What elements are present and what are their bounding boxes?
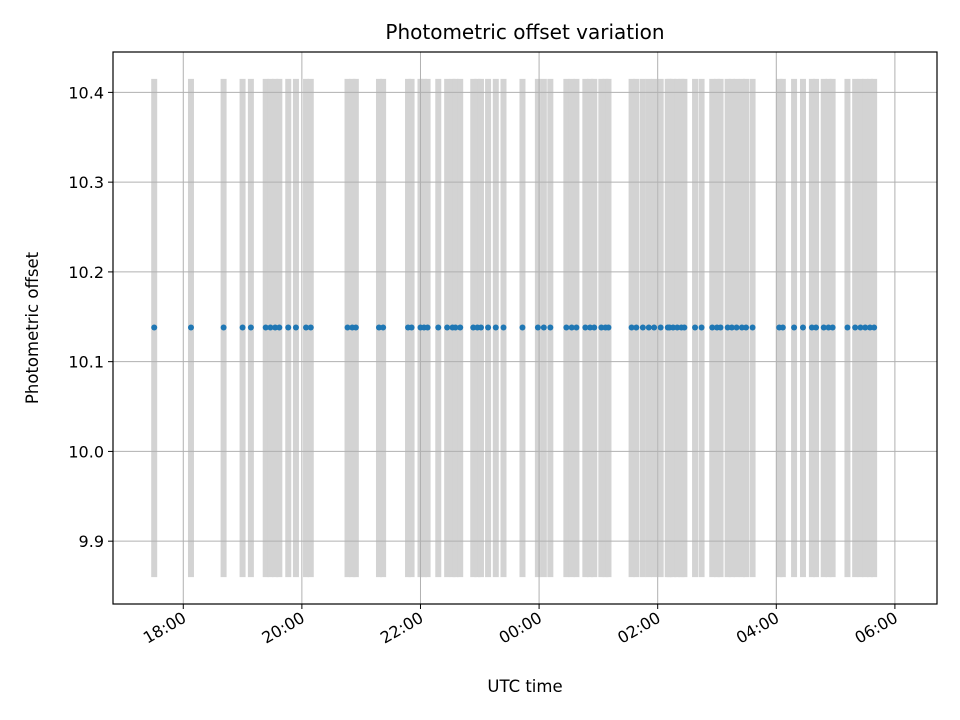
data-point bbox=[220, 324, 227, 331]
data-point bbox=[408, 324, 415, 331]
data-point bbox=[457, 324, 464, 331]
data-point bbox=[724, 324, 731, 331]
data-point bbox=[500, 324, 507, 331]
data-point bbox=[628, 324, 635, 331]
data-point bbox=[547, 324, 554, 331]
error-band-layer bbox=[151, 78, 878, 578]
data-points-layer bbox=[151, 324, 878, 331]
chart-title: Photometric offset variation bbox=[385, 20, 664, 44]
data-point bbox=[247, 324, 254, 331]
y-axis-label: Photometric offset bbox=[23, 251, 42, 404]
data-point bbox=[852, 324, 859, 331]
plot-frame bbox=[112, 51, 938, 605]
data-point bbox=[151, 324, 158, 331]
x-tick-label: 22:00 bbox=[377, 608, 426, 648]
data-point bbox=[435, 324, 442, 331]
data-point bbox=[591, 324, 598, 331]
data-point bbox=[692, 324, 699, 331]
data-point bbox=[709, 324, 716, 331]
data-point bbox=[303, 324, 310, 331]
data-point bbox=[670, 324, 677, 331]
data-point bbox=[492, 324, 499, 331]
data-point bbox=[540, 324, 547, 331]
data-point bbox=[645, 324, 652, 331]
data-point bbox=[743, 324, 750, 331]
data-point bbox=[799, 324, 806, 331]
data-point bbox=[857, 324, 864, 331]
x-tick-label: 02:00 bbox=[614, 608, 663, 648]
data-point bbox=[352, 324, 359, 331]
data-point bbox=[276, 324, 283, 331]
x-tick-label: 20:00 bbox=[258, 608, 307, 648]
data-point bbox=[285, 324, 292, 331]
data-point bbox=[749, 324, 756, 331]
x-tick-label: 18:00 bbox=[140, 608, 189, 648]
data-point bbox=[568, 324, 575, 331]
data-point bbox=[307, 324, 314, 331]
data-point bbox=[825, 324, 832, 331]
data-point bbox=[267, 324, 274, 331]
data-point bbox=[239, 324, 246, 331]
data-point bbox=[573, 324, 580, 331]
data-point bbox=[292, 324, 299, 331]
y-tick-label: 9.9 bbox=[79, 532, 104, 551]
data-point bbox=[820, 324, 827, 331]
data-point bbox=[733, 324, 740, 331]
data-point bbox=[639, 324, 646, 331]
data-point bbox=[717, 324, 724, 331]
data-point bbox=[681, 324, 688, 331]
data-point bbox=[485, 324, 492, 331]
data-point bbox=[344, 324, 351, 331]
data-point bbox=[470, 324, 477, 331]
y-tick-label: 10.4 bbox=[68, 83, 104, 102]
data-point bbox=[866, 324, 873, 331]
data-point bbox=[375, 324, 382, 331]
x-axis: 18:00 20:00 22:00 00:00 02:00 04:00 06:00 bbox=[140, 604, 901, 648]
x-axis-label: UTC time bbox=[487, 677, 562, 696]
data-point bbox=[598, 324, 605, 331]
data-point bbox=[779, 324, 786, 331]
data-point bbox=[698, 324, 705, 331]
data-point bbox=[651, 324, 658, 331]
data-point bbox=[563, 324, 570, 331]
x-tick-label: 00:00 bbox=[496, 608, 545, 648]
data-point bbox=[452, 324, 459, 331]
data-point bbox=[262, 324, 269, 331]
data-point bbox=[862, 324, 869, 331]
y-tick-label: 10.1 bbox=[68, 353, 104, 372]
y-tick-label: 10.2 bbox=[68, 263, 104, 282]
y-tick-label: 10.0 bbox=[68, 442, 104, 461]
data-point bbox=[272, 324, 279, 331]
data-point bbox=[633, 324, 640, 331]
data-point bbox=[582, 324, 589, 331]
data-point bbox=[808, 324, 815, 331]
data-point bbox=[657, 324, 664, 331]
data-point bbox=[477, 324, 484, 331]
data-point bbox=[791, 324, 798, 331]
data-point bbox=[738, 324, 745, 331]
data-point bbox=[424, 324, 431, 331]
data-point bbox=[587, 324, 594, 331]
data-point bbox=[605, 324, 612, 331]
y-axis: 9.9 10.0 10.1 10.2 10.3 10.4 bbox=[68, 83, 113, 551]
x-tick-label: 06:00 bbox=[851, 608, 900, 648]
x-tick-label: 04:00 bbox=[733, 608, 782, 648]
data-point bbox=[534, 324, 541, 331]
y-tick-label: 10.3 bbox=[68, 173, 104, 192]
data-point bbox=[674, 324, 681, 331]
data-point bbox=[844, 324, 851, 331]
data-point bbox=[728, 324, 735, 331]
data-point bbox=[871, 324, 878, 331]
data-point bbox=[519, 324, 526, 331]
data-point bbox=[187, 324, 194, 331]
data-point bbox=[380, 324, 387, 331]
data-point bbox=[444, 324, 451, 331]
data-point bbox=[813, 324, 820, 331]
data-point bbox=[829, 324, 836, 331]
